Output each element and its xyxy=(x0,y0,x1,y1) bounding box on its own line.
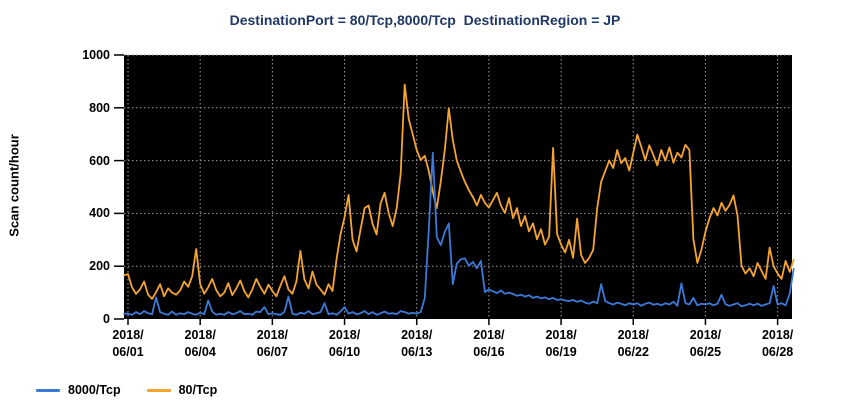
y-tick-label: 600 xyxy=(89,153,110,168)
y-tick-label: 800 xyxy=(89,100,110,115)
legend-item-8000tcp: 8000/Tcp xyxy=(36,383,121,397)
legend-label-8000tcp: 8000/Tcp xyxy=(68,383,121,397)
x-tick-label: 2018/06/13 xyxy=(401,328,433,359)
legend: 8000/Tcp 80/Tcp xyxy=(36,383,217,397)
series-line-8000tcp xyxy=(123,151,795,316)
legend-label-80tcp: 80/Tcp xyxy=(178,383,218,397)
x-tick-label: 2018/06/28 xyxy=(761,328,794,359)
y-tick-label: 200 xyxy=(89,259,110,274)
legend-swatch-8000tcp-icon xyxy=(36,388,60,392)
x-tick-label: 2018/06/07 xyxy=(256,328,288,359)
legend-swatch-80tcp-icon xyxy=(146,388,171,392)
x-tick-label: 2018/06/10 xyxy=(328,328,361,359)
plot-background xyxy=(124,55,792,319)
y-tick-label: 0 xyxy=(103,312,110,326)
chart-title: DestinationPort = 80/Tcp,8000/Tcp Destin… xyxy=(229,12,621,28)
x-tick-label: 2018/06/22 xyxy=(617,328,649,359)
x-tick-label: 2018/06/01 xyxy=(112,328,144,359)
x-tick-label: 2018/06/19 xyxy=(545,328,577,359)
x-tick-label: 2018/06/04 xyxy=(184,328,216,359)
y-axis-title: Scan count/hour xyxy=(6,134,22,237)
legend-item-80tcp: 80/Tcp xyxy=(146,383,218,397)
x-tick-label: 2018/06/16 xyxy=(473,328,505,359)
series-line-80tcp xyxy=(123,83,795,300)
y-tick-label: 400 xyxy=(89,206,110,221)
y-tick-label: 1000 xyxy=(82,48,110,62)
x-tick-label: 2018/06/25 xyxy=(689,328,722,359)
